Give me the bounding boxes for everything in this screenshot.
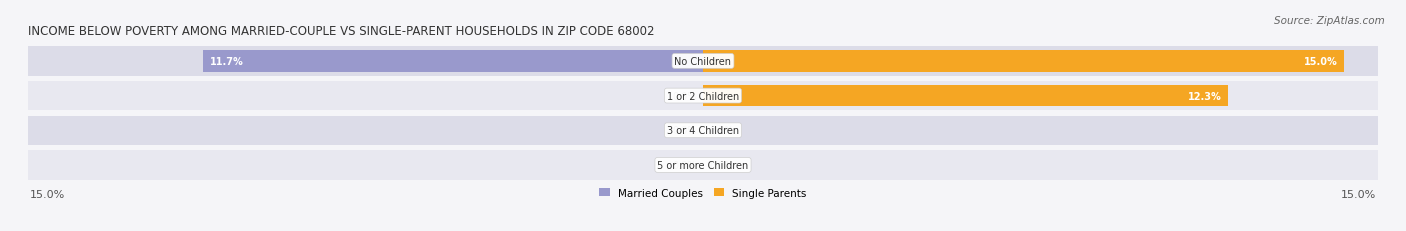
Text: 15.0%: 15.0% (1340, 189, 1375, 199)
Text: 0.0%: 0.0% (710, 126, 734, 136)
Text: 0.0%: 0.0% (672, 160, 696, 170)
Text: 15.0%: 15.0% (1303, 57, 1337, 67)
Legend: Married Couples, Single Parents: Married Couples, Single Parents (595, 184, 811, 202)
Text: 0.0%: 0.0% (710, 160, 734, 170)
Text: 5 or more Children: 5 or more Children (658, 160, 748, 170)
Text: 0.0%: 0.0% (672, 91, 696, 101)
Text: 3 or 4 Children: 3 or 4 Children (666, 126, 740, 136)
Bar (703, 51, 1344, 72)
Bar (703, 85, 1229, 107)
Bar (20, 151, 1386, 180)
Text: INCOME BELOW POVERTY AMONG MARRIED-COUPLE VS SINGLE-PARENT HOUSEHOLDS IN ZIP COD: INCOME BELOW POVERTY AMONG MARRIED-COUPL… (28, 25, 655, 38)
Text: 12.3%: 12.3% (1188, 91, 1222, 101)
Bar (204, 51, 703, 72)
Text: 1 or 2 Children: 1 or 2 Children (666, 91, 740, 101)
Text: 0.0%: 0.0% (672, 126, 696, 136)
Bar (20, 82, 1386, 111)
Bar (20, 47, 1386, 76)
Bar (20, 116, 1386, 145)
Text: 11.7%: 11.7% (209, 57, 243, 67)
Text: 15.0%: 15.0% (31, 189, 66, 199)
Text: Source: ZipAtlas.com: Source: ZipAtlas.com (1274, 16, 1385, 26)
Text: No Children: No Children (675, 57, 731, 67)
